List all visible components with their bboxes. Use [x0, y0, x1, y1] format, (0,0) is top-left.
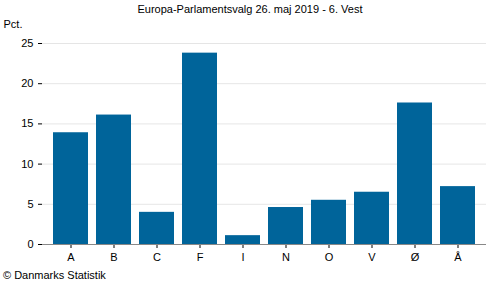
svg-text:15: 15	[21, 117, 33, 129]
svg-text:F: F	[197, 251, 204, 263]
svg-text:O: O	[325, 251, 334, 263]
html-text:© Danmarks Statistik: © Danmarks Statistik	[3, 269, 106, 281]
svg-text:N: N	[282, 251, 290, 263]
svg-text:B: B	[110, 251, 117, 263]
svg-text:Pct.: Pct.	[4, 18, 23, 30]
svg-text:V: V	[368, 251, 376, 263]
svg-text:Ø: Ø	[411, 251, 420, 263]
svg-text:10: 10	[21, 158, 33, 170]
svg-text:A: A	[67, 251, 75, 263]
svg-text:I: I	[241, 251, 244, 263]
svg-text:5: 5	[27, 198, 33, 210]
svg-text:25: 25	[21, 37, 33, 49]
html-text:Europa-Parlamentsvalg 26. maj: Europa-Parlamentsvalg 26. maj 2019 - 6. …	[137, 3, 363, 15]
svg-text:Å: Å	[454, 251, 462, 263]
svg-text:20: 20	[21, 77, 33, 89]
svg-text:0: 0	[27, 238, 33, 250]
svg-text:C: C	[153, 251, 161, 263]
